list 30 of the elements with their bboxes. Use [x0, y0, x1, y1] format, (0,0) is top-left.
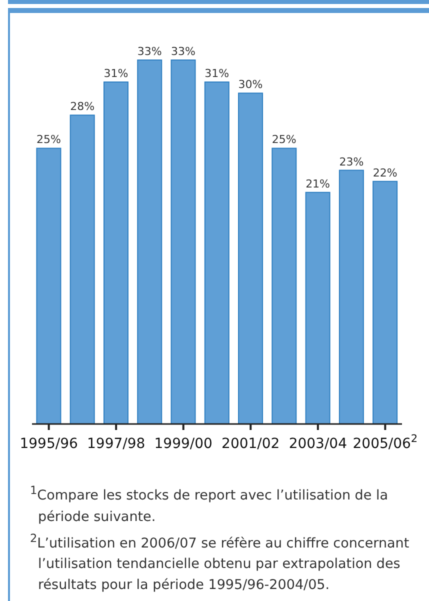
data-label: 23%	[339, 155, 364, 168]
x-tick-label: 1999/00	[154, 436, 212, 452]
data-label: 31%	[104, 67, 128, 80]
x-tick-label: 1997/98	[87, 436, 146, 452]
data-label: 33%	[171, 45, 196, 58]
bar	[372, 180, 398, 424]
text: $^{1}$Compare les stocks de report avec l’utilisation de la période suivante.	[30, 483, 389, 526]
bar	[137, 60, 162, 424]
text: $^{2}$L’utilisation en 2006/07 se réfère au chiffre concernant l’utilisation tendancielle obtenu par extrapolation des résultats pour la période 1995/96-2004/05.	[30, 530, 410, 595]
data-label: 25%	[36, 133, 61, 146]
data-label: 22%	[372, 166, 398, 180]
bar	[238, 92, 264, 424]
bar	[70, 114, 95, 424]
bar	[170, 60, 196, 424]
data-label: 21%	[306, 177, 330, 190]
data-label: 25%	[272, 133, 296, 146]
x-tick-label: 2005/06$^{2}$	[352, 433, 418, 452]
bar	[272, 148, 297, 424]
x-tick-label: 2003/04	[288, 436, 348, 452]
x-tick-label: 2001/02	[222, 436, 280, 452]
bar	[103, 82, 128, 424]
data-label: 31%	[204, 67, 230, 80]
x-tick-label: 1995/96	[20, 436, 78, 452]
data-label: 28%	[70, 100, 95, 114]
bar	[36, 148, 62, 424]
data-label: 33%	[137, 45, 162, 58]
bar	[338, 170, 364, 424]
bar	[305, 192, 330, 424]
bar	[204, 82, 230, 424]
data-label: 30%	[238, 78, 263, 92]
